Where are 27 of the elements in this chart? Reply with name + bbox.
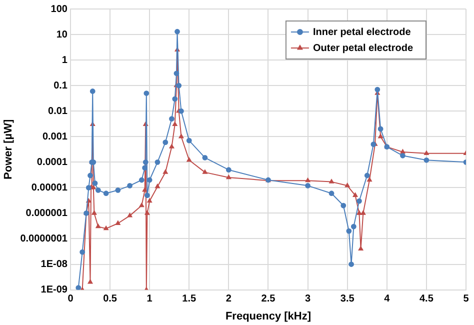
y-tick-label: 0.0000001 [20, 233, 68, 244]
y-tick-label: 1E-09 [40, 284, 68, 296]
x-axis-title: Frequency [kHz] [225, 310, 312, 322]
y-tick-label: 10 [56, 29, 68, 40]
x-tick-label: 1 [146, 294, 153, 305]
y-tick-label: 1 [62, 54, 68, 66]
y-tick-label: 0.1 [54, 80, 68, 92]
x-tick-label: 4.5 [419, 294, 434, 305]
x-tick-label: 2.5 [261, 294, 276, 305]
x-tick-label: 3 [305, 294, 312, 305]
y-tick-label: 0.00001 [31, 182, 68, 194]
legend-label: Outer petal electrode [312, 42, 414, 54]
x-tick-label: 5 [463, 294, 470, 305]
x-tick-label: 0 [68, 294, 74, 305]
x-tick-label: 2 [226, 294, 232, 305]
y-tick-label: 1E-08 [40, 259, 68, 270]
y-tick-label: 0.000001 [26, 208, 68, 219]
x-tick-label: 1.5 [182, 294, 197, 305]
y-tick-label: 0.01 [48, 106, 68, 117]
y-tick-label: 0.0001 [36, 156, 68, 168]
y-tick-label: 100 [50, 4, 68, 15]
x-tick-label: 4 [384, 294, 390, 305]
x-tick-label: 0.5 [103, 294, 118, 305]
legend-label: Inner petal electrode [312, 26, 412, 38]
x-tick-label: 3.5 [340, 294, 355, 305]
y-axis-title: Power [µW] [2, 119, 15, 180]
y-tick-label: 0.001 [42, 131, 68, 142]
